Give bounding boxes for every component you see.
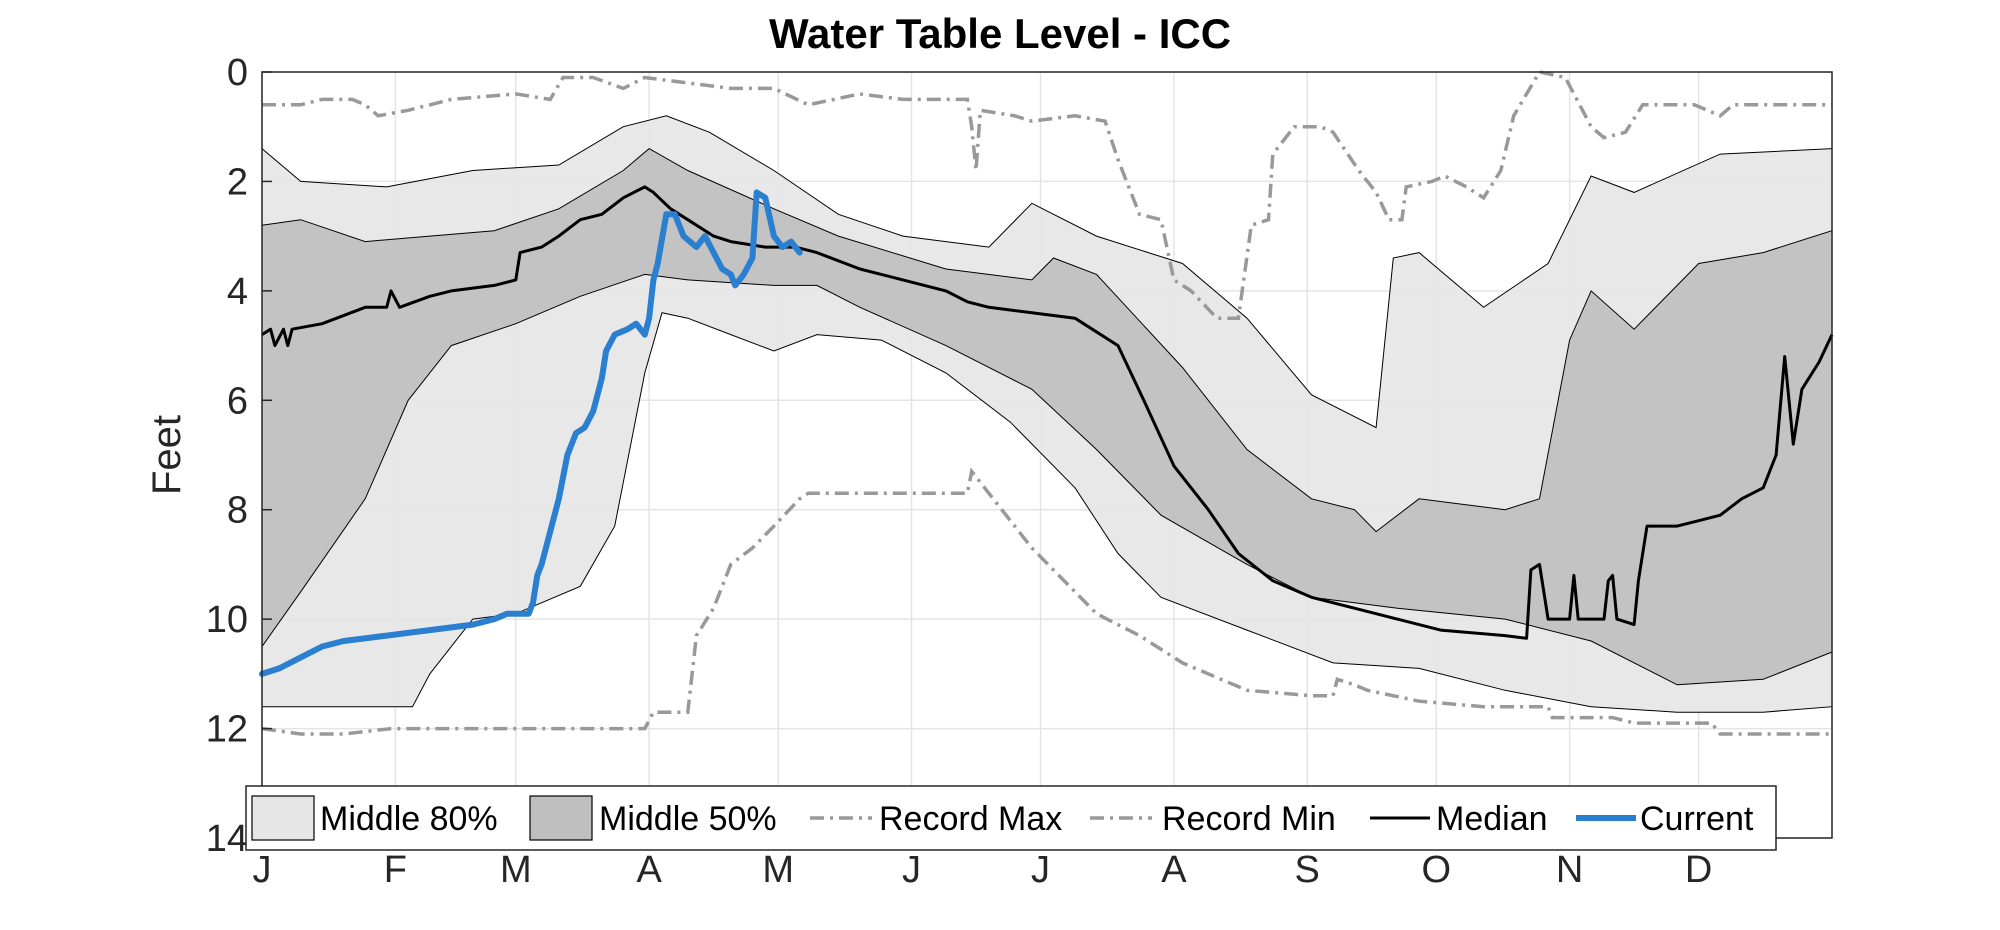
- legend-label-middle-80: Middle 80%: [320, 800, 498, 838]
- y-tick-label-12: 12: [206, 709, 248, 751]
- legend-label-record-max: Record Max: [879, 800, 1062, 838]
- x-tick-label-0: J: [253, 849, 272, 891]
- x-tick-label-4: M: [762, 849, 794, 891]
- plot-area: [259, 70, 1834, 736]
- legend-box: [245, 785, 1777, 851]
- current-line: [259, 189, 803, 677]
- x-tick-label-9: O: [1421, 849, 1451, 891]
- median-line: [261, 185, 1834, 640]
- y-axis-label: Feet: [145, 415, 189, 495]
- legend-label-middle-50: Middle 50%: [599, 800, 777, 838]
- y-tick-label-8: 8: [227, 490, 248, 532]
- x-tick-label-1: F: [384, 849, 407, 891]
- y-tick-label-10: 10: [206, 599, 248, 641]
- legend-label-current: Current: [1640, 800, 1754, 838]
- y-tick-label-2: 2: [227, 161, 248, 203]
- legend: Middle 80% Middle 50% Record Max Record Min…: [245, 785, 1777, 851]
- y-tick-label-4: 4: [227, 271, 248, 313]
- legend-label-record-min: Record Min: [1162, 800, 1336, 838]
- x-tick-label-11: D: [1685, 849, 1712, 891]
- x-tick-label-2: M: [500, 849, 532, 891]
- legend-label-median: Median: [1436, 800, 1548, 838]
- y-tick-label-0: 0: [227, 52, 248, 94]
- x-tick-label-3: A: [636, 849, 662, 891]
- y-tick-label-14: 14: [206, 818, 248, 860]
- x-tick-label-6: J: [1031, 849, 1050, 891]
- x-tick-label-10: N: [1556, 849, 1583, 891]
- legend-swatch-middle-50: [529, 795, 593, 841]
- x-tick-label-5: J: [902, 849, 921, 891]
- legend-swatch-middle-80: [251, 795, 315, 841]
- y-tick-label-6: 6: [227, 380, 248, 422]
- x-tick-label-8: S: [1295, 849, 1320, 891]
- x-tick-label-7: A: [1161, 849, 1187, 891]
- record-min-line: [261, 467, 1832, 736]
- middle-50-band: [261, 147, 1833, 686]
- chart-title: Water Table Level - ICC: [769, 10, 1231, 57]
- record-max-line: [262, 70, 1832, 320]
